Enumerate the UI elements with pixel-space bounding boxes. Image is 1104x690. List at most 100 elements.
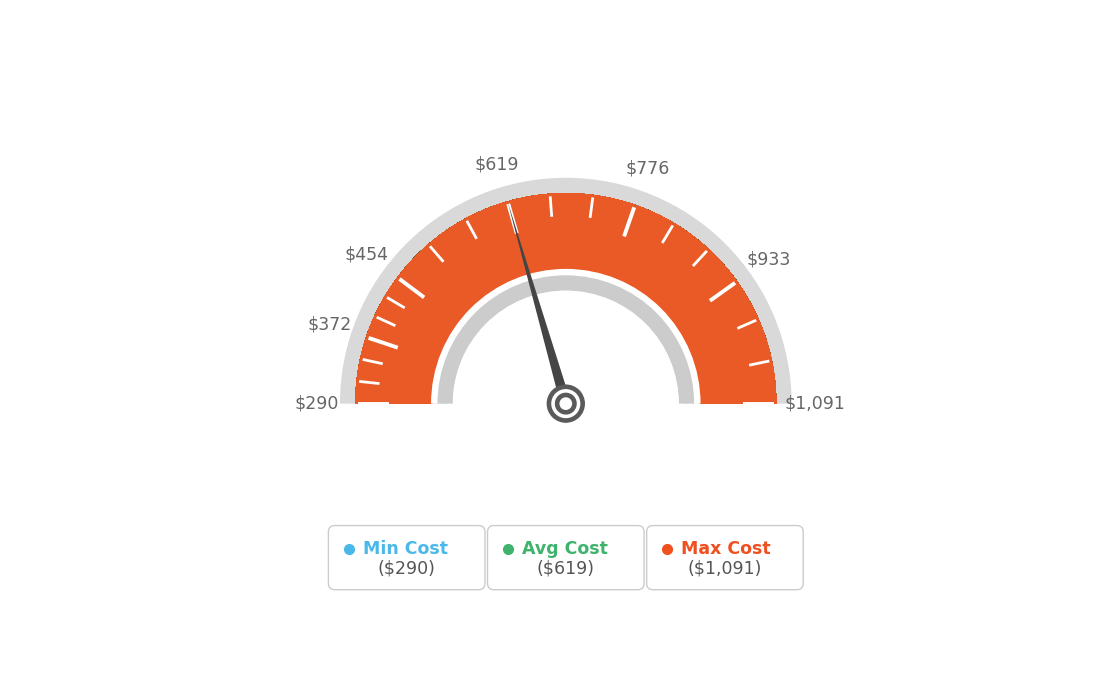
Text: $933: $933	[746, 250, 790, 268]
Wedge shape	[355, 193, 776, 614]
Wedge shape	[355, 193, 776, 614]
Wedge shape	[355, 193, 776, 614]
Wedge shape	[355, 193, 776, 614]
Wedge shape	[355, 193, 776, 614]
Wedge shape	[355, 193, 776, 614]
Text: $290: $290	[295, 395, 339, 413]
Wedge shape	[355, 193, 776, 614]
Wedge shape	[355, 193, 776, 614]
Wedge shape	[355, 193, 776, 614]
Wedge shape	[355, 193, 776, 614]
Wedge shape	[355, 193, 776, 614]
Wedge shape	[355, 193, 776, 614]
Text: $1,091: $1,091	[784, 395, 846, 413]
Wedge shape	[355, 193, 776, 614]
Wedge shape	[355, 193, 776, 614]
Wedge shape	[355, 193, 776, 614]
Text: $454: $454	[344, 246, 389, 264]
Wedge shape	[355, 193, 776, 614]
Wedge shape	[355, 193, 776, 614]
Wedge shape	[355, 193, 776, 614]
Wedge shape	[355, 193, 776, 614]
Circle shape	[555, 393, 576, 414]
Wedge shape	[355, 193, 776, 614]
Wedge shape	[355, 193, 776, 614]
Wedge shape	[355, 193, 776, 614]
Wedge shape	[355, 193, 776, 614]
Wedge shape	[355, 193, 776, 614]
Wedge shape	[355, 193, 776, 614]
Wedge shape	[355, 193, 776, 614]
Wedge shape	[355, 193, 776, 614]
Wedge shape	[355, 193, 776, 614]
Wedge shape	[355, 193, 776, 614]
Wedge shape	[355, 193, 776, 614]
Wedge shape	[355, 193, 776, 614]
Wedge shape	[355, 193, 776, 614]
Wedge shape	[355, 193, 776, 614]
Wedge shape	[355, 193, 776, 614]
Wedge shape	[355, 193, 776, 614]
Wedge shape	[355, 193, 776, 614]
Wedge shape	[355, 193, 776, 614]
Wedge shape	[355, 193, 776, 614]
Wedge shape	[355, 193, 776, 614]
Wedge shape	[355, 193, 776, 614]
Text: ($1,091): ($1,091)	[688, 560, 762, 578]
Wedge shape	[355, 193, 776, 614]
Wedge shape	[355, 193, 776, 614]
Wedge shape	[355, 193, 776, 614]
Wedge shape	[355, 193, 776, 614]
Wedge shape	[355, 193, 776, 614]
Wedge shape	[355, 193, 776, 614]
Wedge shape	[355, 193, 776, 614]
Wedge shape	[355, 193, 776, 614]
Wedge shape	[355, 193, 776, 614]
Wedge shape	[355, 193, 776, 614]
Wedge shape	[355, 193, 776, 614]
Wedge shape	[355, 193, 776, 614]
Wedge shape	[355, 193, 776, 614]
Wedge shape	[355, 193, 776, 614]
Wedge shape	[355, 193, 776, 614]
Wedge shape	[355, 193, 776, 614]
Circle shape	[548, 385, 584, 422]
Wedge shape	[355, 193, 776, 614]
Wedge shape	[355, 193, 776, 614]
Text: ($619): ($619)	[537, 560, 595, 578]
Wedge shape	[355, 193, 776, 614]
Wedge shape	[355, 193, 776, 614]
Wedge shape	[355, 193, 776, 614]
Wedge shape	[355, 193, 776, 614]
Polygon shape	[508, 201, 575, 419]
Wedge shape	[355, 193, 776, 614]
Wedge shape	[355, 193, 776, 614]
Wedge shape	[355, 193, 776, 614]
Wedge shape	[355, 193, 776, 614]
Wedge shape	[453, 290, 679, 404]
Wedge shape	[355, 193, 776, 614]
Wedge shape	[355, 193, 776, 614]
Text: ($290): ($290)	[378, 560, 436, 578]
Wedge shape	[355, 193, 776, 614]
Wedge shape	[355, 193, 776, 614]
Wedge shape	[355, 193, 776, 614]
Wedge shape	[355, 193, 776, 614]
Wedge shape	[355, 193, 776, 614]
Wedge shape	[355, 193, 776, 614]
Wedge shape	[355, 193, 776, 614]
Wedge shape	[355, 193, 776, 614]
Text: $372: $372	[308, 316, 352, 334]
Wedge shape	[355, 193, 776, 614]
Wedge shape	[355, 193, 776, 614]
FancyBboxPatch shape	[488, 526, 644, 590]
Wedge shape	[355, 193, 776, 614]
Wedge shape	[355, 193, 776, 614]
Wedge shape	[355, 193, 776, 614]
Wedge shape	[355, 193, 776, 614]
Wedge shape	[355, 193, 776, 614]
Text: Min Cost: Min Cost	[357, 540, 447, 558]
Wedge shape	[355, 193, 776, 614]
Wedge shape	[355, 193, 776, 614]
Wedge shape	[355, 193, 776, 614]
